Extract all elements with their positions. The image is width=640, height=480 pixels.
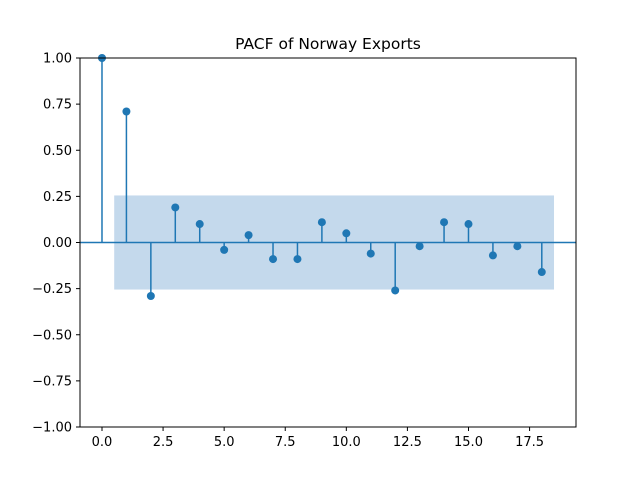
y-tick-label: 0.75 <box>43 98 72 113</box>
stem-marker-lag-6 <box>244 231 253 240</box>
stem-marker-lag-5 <box>220 245 229 254</box>
stem-marker-lag-3 <box>171 203 180 212</box>
x-tick-label: 7.5 <box>275 435 296 450</box>
stem-marker-lag-11 <box>366 249 375 258</box>
x-tick-label: 0.0 <box>92 435 113 450</box>
y-tick-label: −0.50 <box>32 328 72 343</box>
y-tick-label: −1.00 <box>32 421 72 436</box>
y-tick-label: 0.50 <box>43 144 72 159</box>
stem-marker-lag-1 <box>122 107 131 116</box>
y-tick-label: −0.75 <box>32 374 72 389</box>
stem-marker-lag-7 <box>269 255 278 264</box>
stem-marker-lag-16 <box>488 251 497 260</box>
y-tick-label: −0.25 <box>32 282 72 297</box>
x-tick-label: 17.5 <box>515 435 544 450</box>
stem-marker-lag-8 <box>293 255 302 264</box>
stem-marker-lag-2 <box>146 292 155 301</box>
x-tick-label: 10.0 <box>332 435 361 450</box>
stem-marker-lag-15 <box>464 220 473 229</box>
y-axis: −1.00 −0.75 −0.50 −0.25 0.00 0.25 0.50 0.75 1.00 <box>32 52 80 436</box>
stem-marker-lag-13 <box>415 242 424 251</box>
chart-title: PACF of Norway Exports <box>235 35 421 53</box>
stem-marker-lag-9 <box>317 218 326 227</box>
stem-marker-lag-4 <box>195 220 204 229</box>
y-tick-label: 0.00 <box>43 236 72 251</box>
stem-marker-lag-10 <box>342 229 351 238</box>
stem-marker-lag-17 <box>513 242 522 251</box>
stem-marker-lag-18 <box>537 268 546 277</box>
x-tick-label: 2.5 <box>153 435 174 450</box>
y-tick-label: 1.00 <box>43 52 72 67</box>
y-tick-label: 0.25 <box>43 190 72 205</box>
x-tick-label: 15.0 <box>454 435 483 450</box>
x-tick-label: 12.5 <box>393 435 422 450</box>
x-tick-label: 5.0 <box>214 435 235 450</box>
stem-marker-lag-12 <box>391 286 400 295</box>
stem-marker-lag-14 <box>440 218 449 227</box>
x-axis: 0.0 2.5 5.0 7.5 10.0 12.5 15.0 17.5 <box>92 427 544 450</box>
stem-layer <box>80 54 576 301</box>
